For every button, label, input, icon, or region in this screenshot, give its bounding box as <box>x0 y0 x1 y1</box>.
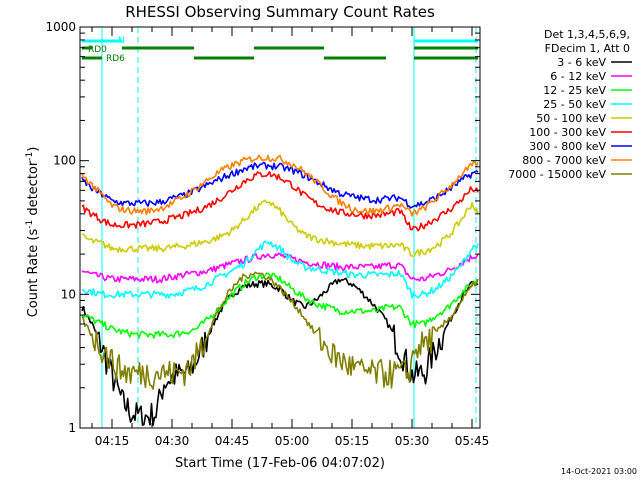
x-tick-label: 05:00 <box>275 434 310 448</box>
x-tick-label: 04:15 <box>95 434 130 448</box>
x-tick-label: 04:30 <box>155 434 190 448</box>
y-tick-label: 10 <box>61 287 76 301</box>
series-line-3 <box>81 240 479 299</box>
legend-label: 6 - 12 keV <box>550 70 606 83</box>
plot-frame <box>79 26 481 429</box>
flag-label-rd0: RD0 <box>88 45 107 55</box>
series-lines <box>81 154 479 426</box>
series-line-5 <box>81 171 479 232</box>
x-tick-label: 05:15 <box>335 434 370 448</box>
y-axis-label: Count Rate (s-1 detector-1) <box>25 147 41 318</box>
legend-label: 100 - 300 keV <box>529 126 606 139</box>
series-line-2 <box>81 272 479 339</box>
legend-label: 25 - 50 keV <box>543 98 606 111</box>
chart-title: RHESSI Observing Summary Count Rates <box>125 3 435 21</box>
series-line-4 <box>81 199 479 258</box>
legend-label: 12 - 25 keV <box>543 84 606 97</box>
flag-label-rd6: RD6 <box>106 54 125 64</box>
legend-label: 800 - 7000 keV <box>522 154 606 167</box>
legend-header: FDecim 1, Att 0 <box>545 42 630 55</box>
x-tick-label: 04:45 <box>215 434 250 448</box>
legend-label: 50 - 100 keV <box>536 112 606 125</box>
legend-label: 7000 - 15000 keV <box>508 168 606 181</box>
legend-label: 3 - 6 keV <box>557 56 606 69</box>
axes: 1 10 100 1000 04:15 04:30 04:45 05:00 05:15 05:30… <box>45 20 489 448</box>
y-tick-label: 100 <box>53 154 76 168</box>
x-axis-label: Start Time (17-Feb-06 04:07:02) <box>175 456 385 471</box>
series-line-0 <box>81 277 479 426</box>
legend: Det 1,3,4,5,6,9,FDecim 1, Att 03 - 6 keV… <box>508 28 632 181</box>
x-tick-label: 05:45 <box>455 434 490 448</box>
series-line-7 <box>81 154 479 217</box>
legend-header: Det 1,3,4,5,6,9, <box>544 28 630 41</box>
footer-timestamp: 14-Oct-2021 03:00 <box>561 467 637 476</box>
series-line-8 <box>81 271 479 390</box>
flag-label-n: N <box>118 36 125 46</box>
y-tick-label: 1000 <box>45 20 76 34</box>
series-line-6 <box>81 161 479 209</box>
legend-label: 300 - 800 keV <box>529 140 606 153</box>
y-tick-label: 1 <box>68 421 76 435</box>
x-tick-label: 05:30 <box>395 434 430 448</box>
series-line-1 <box>82 252 479 284</box>
